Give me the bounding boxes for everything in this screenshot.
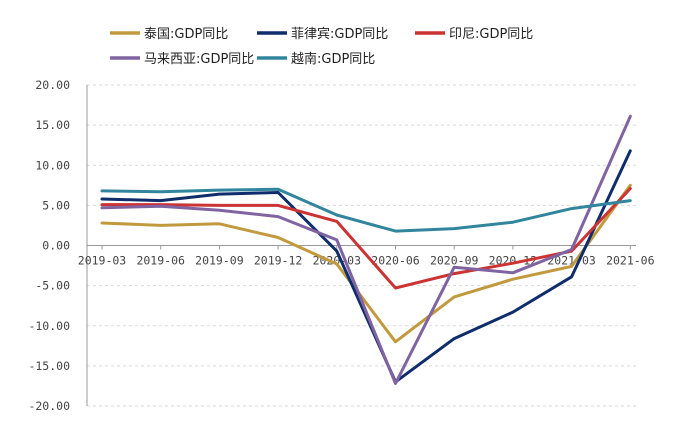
x-tick-label: 2019-06 [136,254,185,268]
y-tick-label: 10.00 [35,158,70,172]
legend-label: 越南:GDP同比 [291,51,375,67]
grid [87,84,636,407]
plot-area [100,114,632,385]
y-tick-label: 20.00 [35,78,70,92]
series-line-4 [100,114,632,385]
series-line-1 [100,183,632,344]
x-tick-label: 2019-03 [78,254,127,268]
x-tick-label: 2020-06 [371,254,420,268]
legend-label: 印尼:GDP同比 [449,27,533,42]
x-tick-label: 2019-09 [195,254,244,268]
series-line-3 [100,187,632,290]
x-tick-label: 2021-03 [547,254,596,268]
y-tick-label: -15.00 [28,359,70,373]
legend-label: 泰国:GDP同比 [144,27,228,42]
x-tick-label: 2021-06 [606,254,655,268]
y-tick-label: -20.00 [28,399,70,413]
y-tick-label: 5.00 [42,198,70,212]
y-axis: 20.00 15.00 10.00 5.00 0.00 -5.00 -10.00 -15.00… [28,78,88,413]
legend-label: 菲律宾:GDP同比 [291,26,388,42]
y-tick-label: 0.00 [42,239,70,253]
series-line-2 [100,149,632,384]
legend-label: 马来西亚:GDP同比 [144,52,254,67]
y-tick-label: 15.00 [35,118,70,132]
x-axis: 2019-03 2019-06 2019-09 2019-12 2020-03 2020-… [78,245,655,268]
x-tick-label: 2019-12 [254,254,302,268]
y-tick-label: -10.00 [28,319,70,333]
x-tick-label: 2020-09 [430,254,479,268]
series-line-5 [100,187,632,233]
y-tick-label: -5.00 [35,279,70,293]
